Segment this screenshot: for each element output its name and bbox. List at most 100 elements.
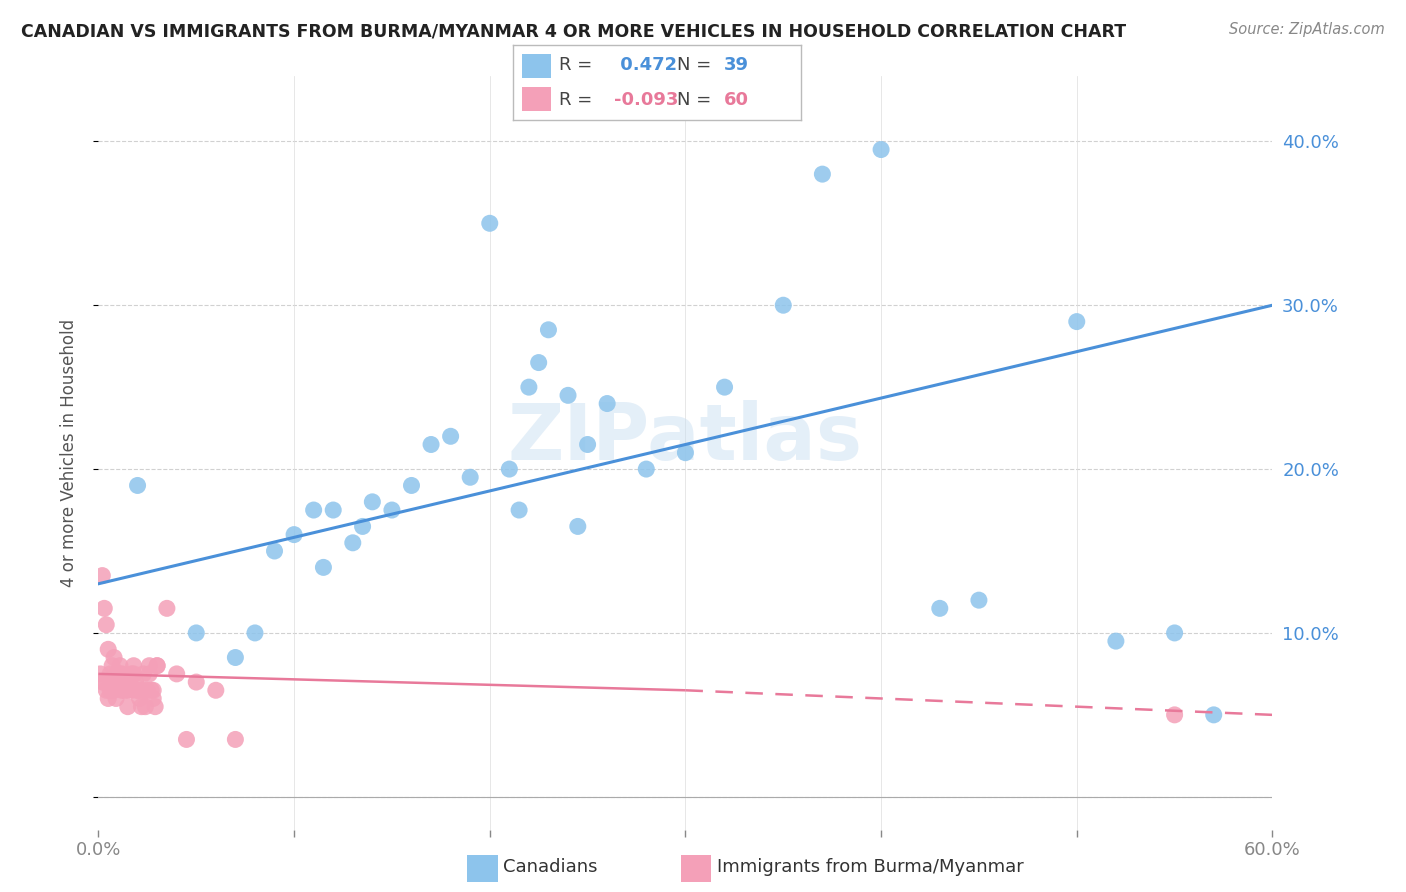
- Point: [124, 675, 146, 690]
- Point: [142, 683, 165, 698]
- Point: [111, 666, 134, 681]
- Point: [557, 388, 579, 402]
- Point: [928, 601, 950, 615]
- Text: ZIPatlas: ZIPatlas: [508, 400, 863, 475]
- Point: [675, 445, 697, 460]
- Point: [114, 675, 136, 690]
- Point: [205, 683, 228, 698]
- Point: [93, 601, 115, 615]
- Text: R =: R =: [560, 91, 592, 109]
- Point: [772, 298, 794, 312]
- Point: [458, 470, 481, 484]
- Point: [103, 650, 125, 665]
- Point: [636, 462, 658, 476]
- Point: [420, 437, 443, 451]
- Point: [361, 495, 384, 509]
- Point: [136, 683, 159, 698]
- Text: CANADIAN VS IMMIGRANTS FROM BURMA/MYANMAR 4 OR MORE VEHICLES IN HOUSEHOLD CORREL: CANADIAN VS IMMIGRANTS FROM BURMA/MYANMA…: [21, 22, 1126, 40]
- Text: 0.472: 0.472: [614, 56, 678, 74]
- Point: [439, 429, 461, 443]
- Point: [114, 683, 136, 698]
- Point: [156, 601, 179, 615]
- Point: [122, 658, 145, 673]
- Point: [128, 691, 150, 706]
- Point: [143, 699, 166, 714]
- Point: [322, 503, 344, 517]
- Point: [112, 683, 135, 698]
- Point: [567, 519, 589, 533]
- Point: [127, 478, 149, 492]
- Y-axis label: 4 or more Vehicles in Household: 4 or more Vehicles in Household: [59, 318, 77, 587]
- Text: Source: ZipAtlas.com: Source: ZipAtlas.com: [1229, 22, 1385, 37]
- Point: [103, 683, 125, 698]
- Point: [107, 666, 129, 681]
- Point: [811, 167, 834, 181]
- Point: [117, 683, 139, 698]
- Point: [93, 675, 115, 690]
- Point: [224, 732, 246, 747]
- FancyBboxPatch shape: [522, 54, 551, 78]
- FancyBboxPatch shape: [467, 855, 498, 881]
- Point: [98, 666, 121, 681]
- Point: [121, 666, 143, 681]
- Point: [142, 691, 165, 706]
- Point: [91, 568, 114, 582]
- Point: [107, 675, 129, 690]
- Point: [401, 478, 423, 492]
- Point: [112, 675, 135, 690]
- Point: [131, 699, 153, 714]
- Point: [508, 503, 530, 517]
- Point: [122, 666, 145, 681]
- Point: [127, 683, 149, 698]
- Point: [478, 216, 501, 230]
- Point: [89, 666, 111, 681]
- Point: [146, 658, 169, 673]
- Point: [118, 675, 141, 690]
- Point: [1202, 707, 1225, 722]
- Point: [97, 642, 120, 657]
- Point: [118, 675, 141, 690]
- Point: [108, 666, 131, 681]
- Text: N =: N =: [678, 56, 711, 74]
- Point: [576, 437, 599, 451]
- Point: [166, 666, 188, 681]
- Point: [283, 527, 305, 541]
- Point: [352, 519, 374, 533]
- Point: [263, 544, 285, 558]
- Point: [176, 732, 198, 747]
- Point: [141, 683, 163, 698]
- Point: [498, 462, 520, 476]
- Point: [134, 683, 156, 698]
- Point: [138, 666, 160, 681]
- Point: [96, 617, 118, 632]
- Text: Immigrants from Burma/Myanmar: Immigrants from Burma/Myanmar: [717, 858, 1024, 877]
- FancyBboxPatch shape: [522, 87, 551, 112]
- Point: [91, 675, 114, 690]
- Text: N =: N =: [678, 91, 711, 109]
- Point: [131, 683, 153, 698]
- Point: [342, 536, 364, 550]
- Point: [312, 560, 335, 574]
- Point: [302, 503, 325, 517]
- Point: [117, 699, 139, 714]
- Point: [517, 380, 540, 394]
- Point: [967, 593, 990, 607]
- Point: [243, 626, 266, 640]
- Text: 60: 60: [724, 91, 748, 109]
- Point: [1163, 707, 1185, 722]
- Point: [105, 691, 128, 706]
- Point: [96, 683, 118, 698]
- Point: [1105, 634, 1128, 648]
- Point: [146, 658, 169, 673]
- Text: Canadians: Canadians: [503, 858, 598, 877]
- Point: [1163, 626, 1185, 640]
- Point: [127, 683, 149, 698]
- Point: [121, 683, 143, 698]
- Point: [138, 658, 160, 673]
- Point: [186, 675, 208, 690]
- Point: [108, 658, 131, 673]
- Point: [111, 683, 134, 698]
- Point: [596, 396, 619, 410]
- Point: [224, 650, 246, 665]
- Point: [186, 626, 208, 640]
